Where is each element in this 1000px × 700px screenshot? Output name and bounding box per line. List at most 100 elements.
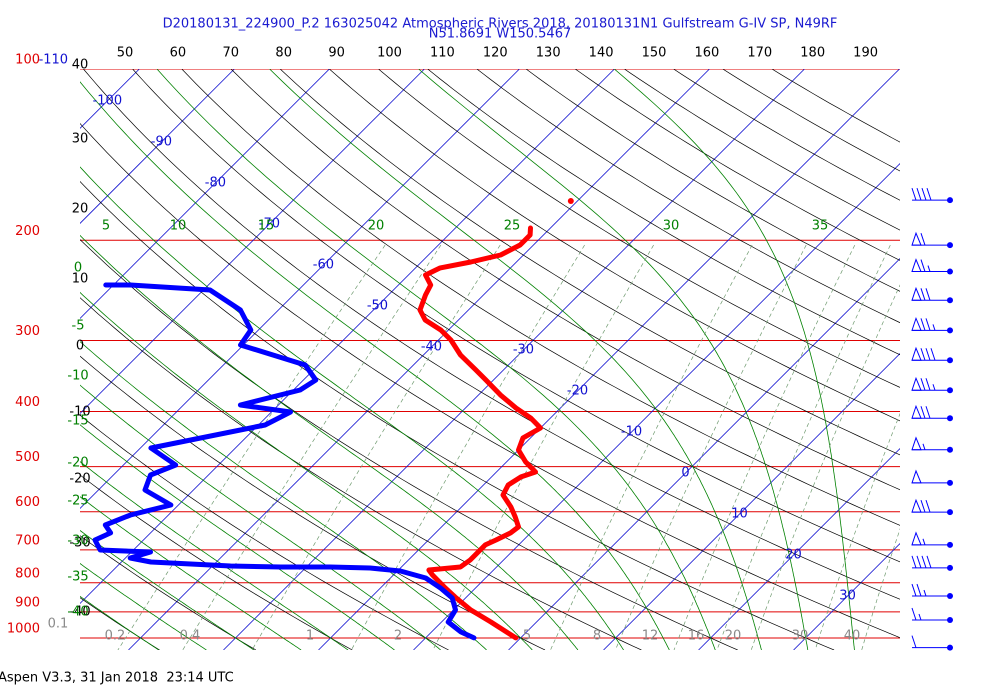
- isotherm: [128, 69, 710, 650]
- wind-barb: [911, 436, 953, 453]
- mixing-ratio-line: [750, 284, 900, 650]
- isotherm: [80, 69, 330, 319]
- barb-half: [927, 265, 931, 272]
- moist-adiabat: [80, 496, 302, 650]
- barb-full: [926, 187, 932, 201]
- isotherm: [80, 69, 615, 605]
- isotherm: [80, 69, 425, 414]
- moist-adiabat-label: 10: [170, 219, 187, 234]
- barb-dot: [947, 357, 953, 364]
- barb-dot: [947, 617, 953, 624]
- moist-adiabat: [418, 69, 809, 650]
- wind-barb: [911, 187, 953, 204]
- wind-barb: [911, 555, 953, 571]
- isotherm: [318, 69, 900, 650]
- mixing-ratio-label: 12: [642, 629, 659, 644]
- moist-adiabat: [80, 595, 159, 650]
- isotherm-label: -60: [313, 258, 334, 273]
- isotherm-label: -30: [513, 343, 534, 358]
- barb-half: [922, 538, 926, 545]
- wind-barb: [911, 583, 953, 600]
- barb-full: [911, 607, 917, 621]
- mixing-ratio-line: [182, 244, 442, 650]
- dry-adiabat: [673, 69, 900, 201]
- dry-adiabat-label: 10: [72, 272, 89, 287]
- dry-adiabat-label: 70: [223, 46, 240, 61]
- footer: Aspen V3.3, 31 Jan 2018 23:14 UTC: [0, 671, 234, 686]
- dry-adiabat: [476, 69, 900, 324]
- barb-dot: [947, 415, 953, 422]
- barb-full: [920, 259, 926, 272]
- barb-dot: [947, 297, 953, 304]
- mixing-ratio-label: 8: [593, 629, 601, 644]
- barb-half: [918, 613, 922, 621]
- dry-adiabat-label: 140: [589, 46, 614, 61]
- isotherm: [223, 69, 805, 650]
- dry-adiabat: [771, 69, 900, 143]
- dry-adiabat-label: -30: [69, 536, 90, 551]
- mixing-ratio-line: [432, 244, 654, 650]
- barb-dot: [947, 509, 953, 516]
- moist-adiabat: [80, 424, 395, 650]
- mixing-ratio-label: 30: [792, 629, 809, 644]
- barb-full: [925, 288, 931, 301]
- dry-adiabat-label: 190: [853, 46, 878, 61]
- barb-dot: [947, 541, 953, 548]
- isotherm: [793, 543, 900, 650]
- y-tick-label: 500: [15, 450, 40, 465]
- mixing-ratio-label: 16: [688, 629, 705, 644]
- barb-full: [925, 348, 931, 361]
- barb-flag: [911, 231, 922, 246]
- y-tick-label: 300: [15, 324, 40, 339]
- isotherm-label: 30: [839, 589, 856, 604]
- dry-adiabat: [80, 239, 738, 650]
- dry-adiabat: [525, 69, 900, 292]
- wind-barb: [911, 286, 953, 304]
- dry-adiabat-label: -40: [69, 605, 90, 620]
- barb-full: [921, 555, 927, 569]
- barb-full: [925, 378, 931, 391]
- dry-adiabat: [722, 69, 900, 172]
- barb-full: [925, 318, 931, 331]
- isotherm-label: -90: [151, 135, 172, 150]
- mixing-ratio-line: [615, 244, 807, 650]
- moist-adiabat: [80, 234, 579, 650]
- barb-full: [911, 555, 917, 569]
- dry-adiabat: [230, 69, 900, 491]
- dry-adiabat: [80, 597, 160, 650]
- y-tick-label: 100: [15, 53, 40, 68]
- isotherm-label: -110: [39, 53, 69, 68]
- moist-adiabat: [269, 69, 762, 650]
- dry-adiabat-label: 60: [170, 46, 187, 61]
- sounding-point: [567, 197, 574, 204]
- barb-full: [911, 635, 917, 648]
- isotherm-label: -10: [621, 425, 642, 440]
- barb-dot: [947, 242, 953, 249]
- barb-flag: [911, 346, 922, 361]
- moist-adiabat-label: 5: [102, 219, 110, 234]
- isotherm: [508, 257, 900, 650]
- dry-adiabat-label: 30: [72, 132, 89, 147]
- moist-adiabat: [156, 69, 716, 650]
- mixing-ratio-label: 0.2: [105, 629, 126, 644]
- dry-adiabat-label: 90: [328, 46, 345, 61]
- moist-adiabat-label: -40: [67, 605, 88, 620]
- barb-full: [920, 348, 926, 361]
- barb-full: [920, 499, 926, 513]
- barb-flag: [911, 469, 922, 484]
- isotherm-label: -40: [421, 340, 442, 355]
- dry-adiabat: [80, 297, 642, 650]
- barb-half: [922, 443, 926, 450]
- barb-dot: [947, 446, 953, 453]
- barb-flag: [911, 286, 922, 301]
- barb-full: [920, 288, 926, 301]
- dry-adiabat-label: 50: [117, 46, 134, 61]
- barb-full: [920, 406, 926, 419]
- moist-adiabat: [80, 166, 624, 650]
- barb-full: [920, 233, 926, 246]
- isotherm-label: -20: [567, 384, 588, 399]
- moist-adiabat-label: -15: [67, 414, 88, 429]
- mixing-ratio-label: 5: [523, 629, 531, 644]
